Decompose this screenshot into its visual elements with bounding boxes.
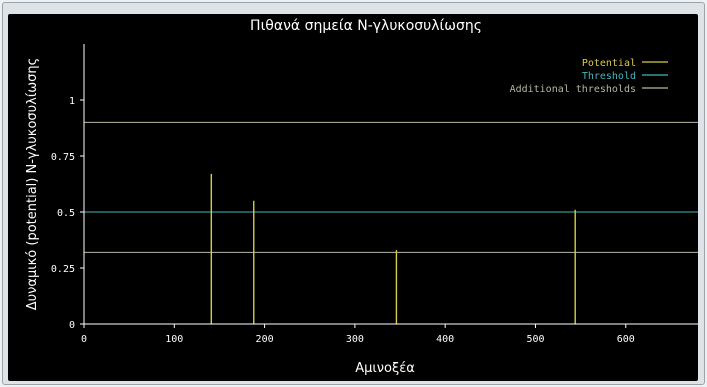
y-tick-label-1: 0.25 bbox=[51, 264, 75, 275]
x-tick-label-6: 600 bbox=[617, 334, 635, 345]
x-tick-label-5: 500 bbox=[526, 334, 544, 345]
y-tick-label-4: 1 bbox=[69, 96, 75, 107]
legend-label-2: Additional thresholds bbox=[510, 84, 636, 95]
threshold-lines bbox=[84, 121, 698, 253]
x-tick-label-1: 100 bbox=[165, 334, 183, 345]
y-tick-label-2: 0.5 bbox=[57, 208, 75, 219]
chart-title: Πιθανά σημεία Ν-γλυκοσυλίωσης bbox=[250, 18, 482, 34]
legend-label-1: Threshold bbox=[582, 71, 636, 82]
axes: 0 100 200 300 400 500 600 0 0.25 0.5 0.75 1 bbox=[51, 44, 698, 345]
legend-label-0: Potential bbox=[582, 58, 636, 69]
legend: Potential Threshold Additional thresholds bbox=[510, 58, 668, 95]
x-tick-label-0: 0 bbox=[81, 334, 87, 345]
y-axis-label: Δυναμικό (potential) Ν-γλυκοσυλίωσης bbox=[25, 58, 40, 311]
y-tick-label-0: 0 bbox=[69, 320, 75, 331]
y-tick-label-3: 0.75 bbox=[51, 152, 75, 163]
x-tick-label-4: 400 bbox=[436, 334, 454, 345]
x-tick-label-3: 300 bbox=[346, 334, 364, 345]
potential-bars bbox=[210, 173, 576, 324]
x-tick-label-2: 200 bbox=[256, 334, 274, 345]
x-axis-label: Αμινοξέα bbox=[355, 361, 415, 376]
chart-background bbox=[8, 14, 698, 381]
